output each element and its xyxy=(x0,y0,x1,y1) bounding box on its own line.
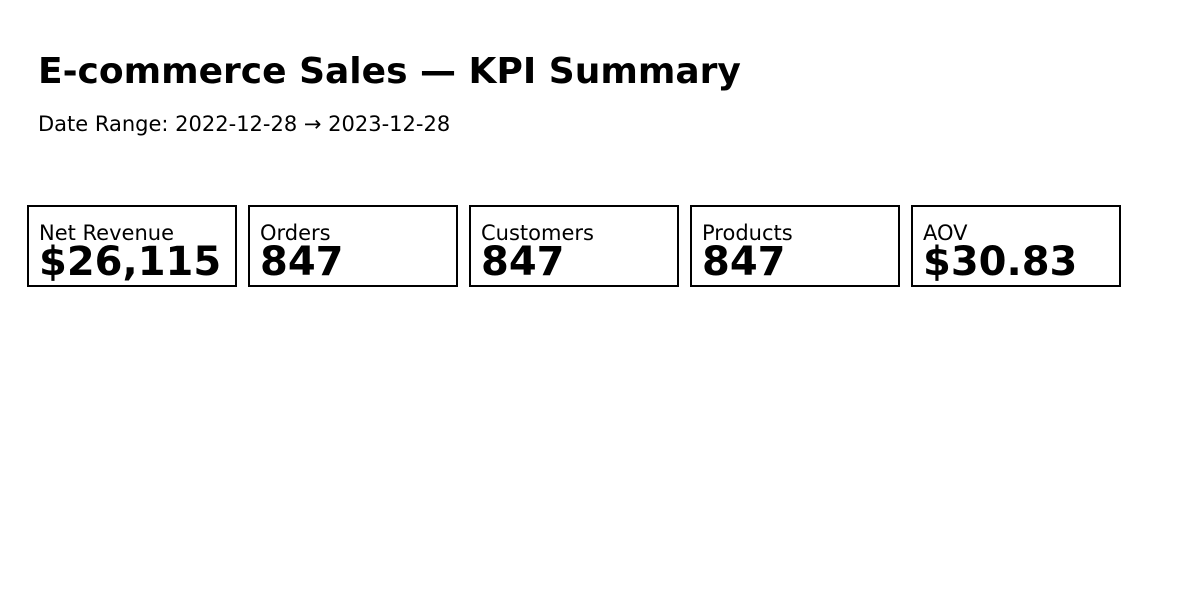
kpi-value: 847 xyxy=(260,239,344,285)
kpi-label: Customers xyxy=(481,221,594,245)
kpi-card-products: Products 847 xyxy=(690,205,900,287)
kpi-card-net-revenue: Net Revenue $26,115 xyxy=(27,205,237,287)
kpi-value: $30.83 xyxy=(923,239,1078,285)
kpi-label: AOV xyxy=(923,221,968,245)
kpi-card-orders: Orders 847 xyxy=(248,205,458,287)
kpi-card-customers: Customers 847 xyxy=(469,205,679,287)
kpi-label: Orders xyxy=(260,221,331,245)
kpi-value: 847 xyxy=(481,239,565,285)
page-title: E-commerce Sales — KPI Summary xyxy=(38,51,741,92)
kpi-value: 847 xyxy=(702,239,786,285)
kpi-label: Products xyxy=(702,221,793,245)
kpi-label: Net Revenue xyxy=(39,221,174,245)
kpi-card-aov: AOV $30.83 xyxy=(911,205,1121,287)
date-range: Date Range: 2022-12-28 → 2023-12-28 xyxy=(38,112,451,136)
kpi-value: $26,115 xyxy=(39,239,222,285)
kpi-row: Net Revenue $26,115 Orders 847 Customers… xyxy=(27,205,1121,287)
